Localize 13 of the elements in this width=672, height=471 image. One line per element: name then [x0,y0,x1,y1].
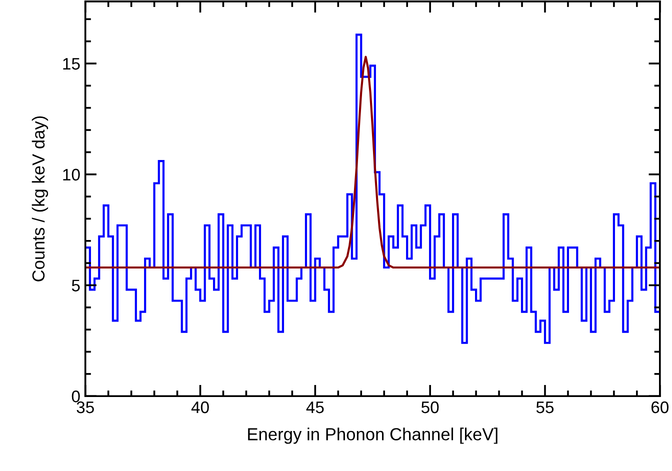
line-series [85,56,660,269]
y-axis-title: Counts / (kg keV day) [32,116,48,282]
x-axis-title: Energy in Phonon Channel [keV] [248,428,498,444]
y-tick-label: 5 [72,280,80,292]
x-tick-label: 35 [76,401,94,414]
x-tick-label: 50 [421,401,439,414]
x-tick-label: 55 [536,402,554,414]
y-tick-label: 0 [72,390,80,402]
x-tick-label: 45 [306,402,324,414]
x-tick-label: 40 [191,401,209,414]
y-tick-label: 15 [63,58,80,70]
y-tick-label: 10 [63,168,80,181]
x-tick-label: 60 [651,401,669,414]
